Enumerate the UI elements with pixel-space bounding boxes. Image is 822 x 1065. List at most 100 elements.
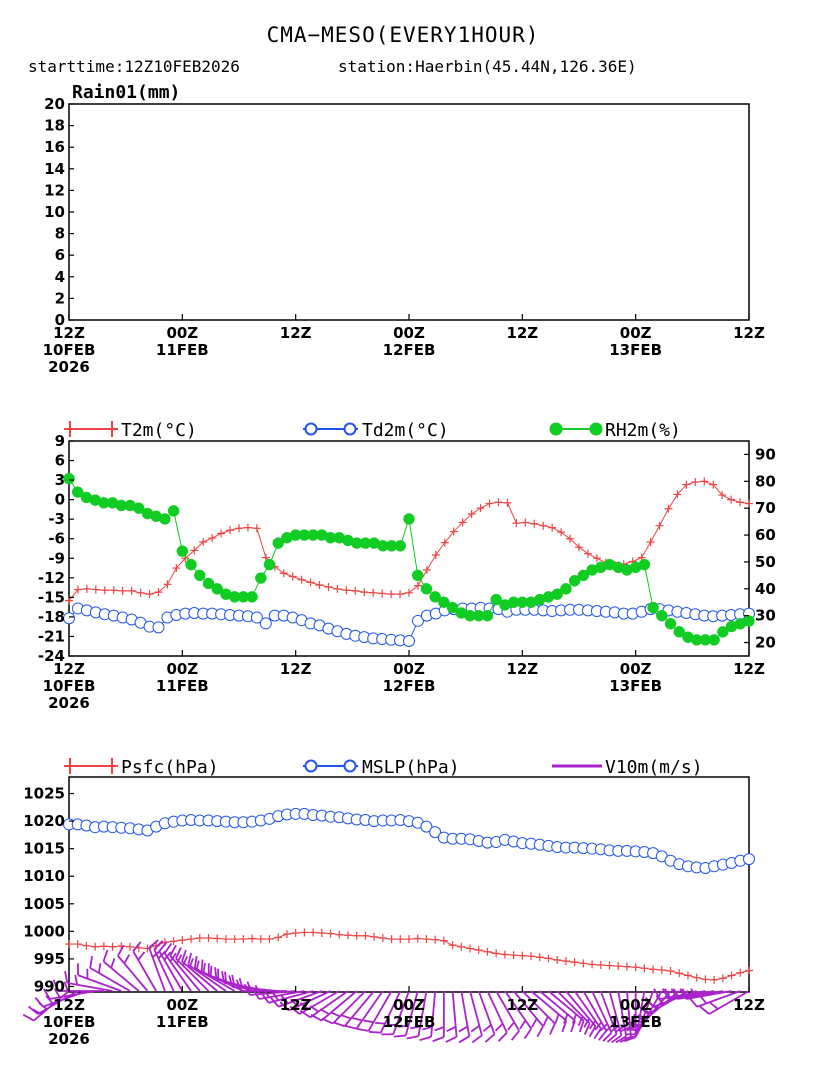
psfc-point: [204, 933, 213, 942]
pressure-ytick-label: 1015: [23, 840, 65, 858]
psfc-point: [99, 942, 108, 951]
t2m-point: [360, 588, 369, 597]
temp-ytick-label: -24: [38, 647, 65, 665]
pressure-xtick-label: 12Z: [280, 996, 312, 1014]
wind-barb: [252, 988, 305, 1000]
wind-barb: [260, 990, 314, 1004]
pressure-y-ticks: 990 995 1000 1005 1010 1015 1020 1025: [23, 785, 74, 995]
psfc-point: [239, 935, 248, 944]
wind-barb: [495, 990, 520, 1041]
subtitle-starttime: starttime:12Z10FEB2026: [28, 57, 240, 76]
rh2m-point: [194, 569, 206, 582]
pressure-xtick-label: 10FEB: [43, 1013, 96, 1031]
t2m-point: [467, 509, 476, 518]
wind-barb: [310, 990, 358, 1022]
t2m-point: [521, 518, 530, 527]
pressure-xtick-label: 00Z: [620, 996, 652, 1014]
psfc-point: [666, 967, 675, 976]
psfc-point: [718, 974, 727, 983]
t2m-point: [449, 527, 458, 536]
wind-barb: [42, 988, 96, 1000]
wind-barb: [356, 990, 393, 1032]
psfc-point: [309, 928, 318, 937]
legend-td2m-label: Td2m(°C): [362, 420, 449, 441]
pressure-ytick-label: 1000: [23, 922, 65, 940]
t2m-point: [494, 498, 503, 507]
wind-barb: [117, 944, 149, 992]
rh2m-point: [394, 540, 407, 552]
psfc-point: [352, 931, 361, 940]
t2m-point: [736, 498, 745, 507]
wind-barb: [368, 990, 402, 1034]
t2m-point: [172, 564, 181, 573]
wind-barb: [270, 990, 323, 1008]
wind-barb: [77, 963, 122, 992]
rh2m-point: [708, 634, 720, 646]
temp-ytick-label: -15: [38, 588, 65, 606]
wind-barb: [624, 990, 646, 1040]
t2m-point: [405, 588, 413, 597]
wind-barb: [52, 979, 104, 992]
wind-barb: [591, 990, 613, 1042]
rh2m-point: [263, 558, 276, 571]
psfc-point: [605, 961, 614, 970]
t2m-point: [109, 586, 118, 595]
psfc-point: [657, 965, 666, 974]
pressure-xtick-label: 11FEB: [156, 1013, 209, 1031]
temp-xtick-label: 12Z: [280, 660, 312, 678]
rain-xtick-label: 12Z: [280, 324, 312, 342]
psfc-point: [448, 941, 457, 950]
rh2m-point: [717, 626, 729, 638]
psfc-point: [256, 935, 265, 944]
rain-panel-title: Rain01(mm): [72, 82, 180, 103]
temp-xtick-label: 12Z: [733, 660, 765, 678]
rh2m-point: [481, 609, 494, 622]
psfc-point: [474, 946, 483, 955]
t2m-point: [440, 538, 449, 547]
t2m-point: [154, 588, 163, 597]
temp-ytick-label: 6: [55, 452, 65, 470]
t2m-point: [91, 585, 100, 594]
rain-xtick-label: 00Z: [620, 324, 652, 342]
temp-xtick-label: 13FEB: [609, 677, 662, 695]
psfc-point: [195, 933, 204, 942]
rain-ytick-label: 2: [55, 289, 65, 307]
temp-xtick-label: 11FEB: [156, 677, 209, 695]
rh-ytick-label: 60: [755, 526, 776, 544]
psfc-point: [483, 947, 492, 956]
wind-barb: [169, 944, 201, 992]
psfc-point: [370, 932, 379, 941]
t2m-point: [235, 524, 243, 533]
psfc-point: [187, 935, 196, 944]
pressure-series: [22, 807, 755, 1044]
t2m-point: [557, 528, 566, 537]
t2m-point: [243, 523, 252, 532]
psfc-point: [387, 935, 396, 944]
legend-wind: V10m(m/s): [552, 757, 703, 778]
t2m-point: [396, 590, 405, 599]
wind-barb: [530, 990, 568, 1033]
t2m-point: [324, 582, 333, 591]
legend-mslp-label: MSLP(hPa): [362, 757, 460, 778]
psfc-point: [570, 958, 579, 967]
page-title: CMA−MESO(EVERY1HOUR): [267, 23, 540, 47]
t2m-point: [592, 554, 601, 563]
rain-ytick-label: 12: [44, 181, 65, 199]
temp-ytick-label: -3: [48, 510, 65, 528]
pressure-ytick-label: 1005: [23, 895, 65, 913]
rh-ytick-label: 40: [755, 580, 776, 598]
temp-xtick-label: 00Z: [166, 660, 198, 678]
pressure-ytick-label: 1025: [23, 785, 65, 803]
subtitle-station: station:Haerbin(45.44N,126.36E): [338, 57, 637, 76]
rh2m-point: [429, 591, 441, 603]
temp-ytick-label: 0: [55, 491, 65, 509]
psfc-point: [553, 956, 562, 965]
psfc-point: [631, 963, 640, 972]
pressure-xtick-label: 12Z: [53, 996, 85, 1014]
pressure-xtick-label: 12Z: [733, 996, 765, 1014]
rh2m-point: [438, 596, 450, 608]
mslp-point: [429, 826, 442, 839]
